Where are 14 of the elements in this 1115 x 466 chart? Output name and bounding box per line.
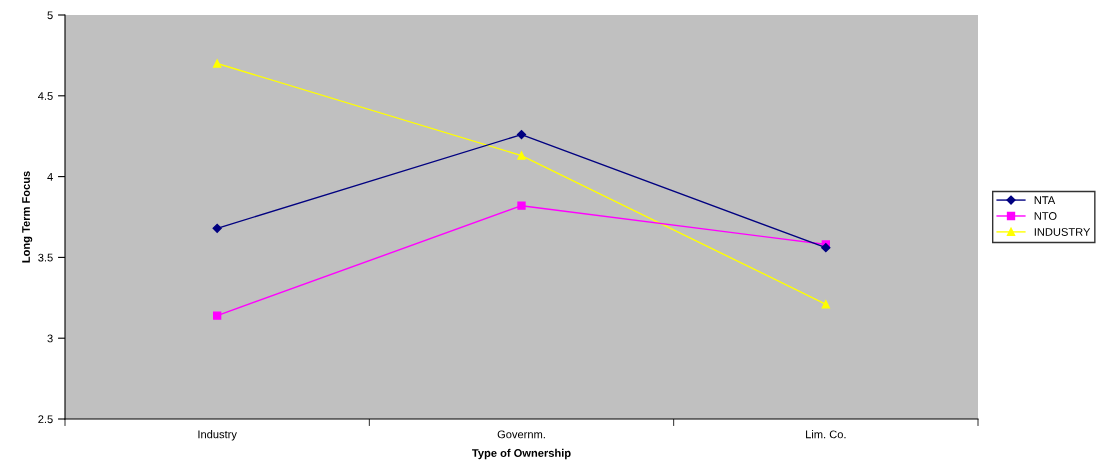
x-tick-label: Lim. Co. <box>806 430 846 439</box>
legend-label: NTA <box>1034 196 1056 204</box>
y-tick-label: 4 <box>47 172 53 181</box>
x-axis-title: Type of Ownership <box>472 448 571 460</box>
y-tick-label: 4.5 <box>38 92 53 100</box>
y-tick-label: 3.5 <box>38 253 53 262</box>
x-tick-label: Industry <box>198 430 237 441</box>
legend-label: NTO <box>1034 212 1057 220</box>
y-tick-label: 3 <box>47 334 53 343</box>
y-tick-label: 5 <box>47 11 53 20</box>
x-tick-label: Governm. <box>497 430 545 439</box>
y-axis-title: Long Term Focus <box>22 171 33 263</box>
legend-label: INDUSTRY <box>1034 228 1091 236</box>
y-tick-label: 2.5 <box>38 415 53 424</box>
